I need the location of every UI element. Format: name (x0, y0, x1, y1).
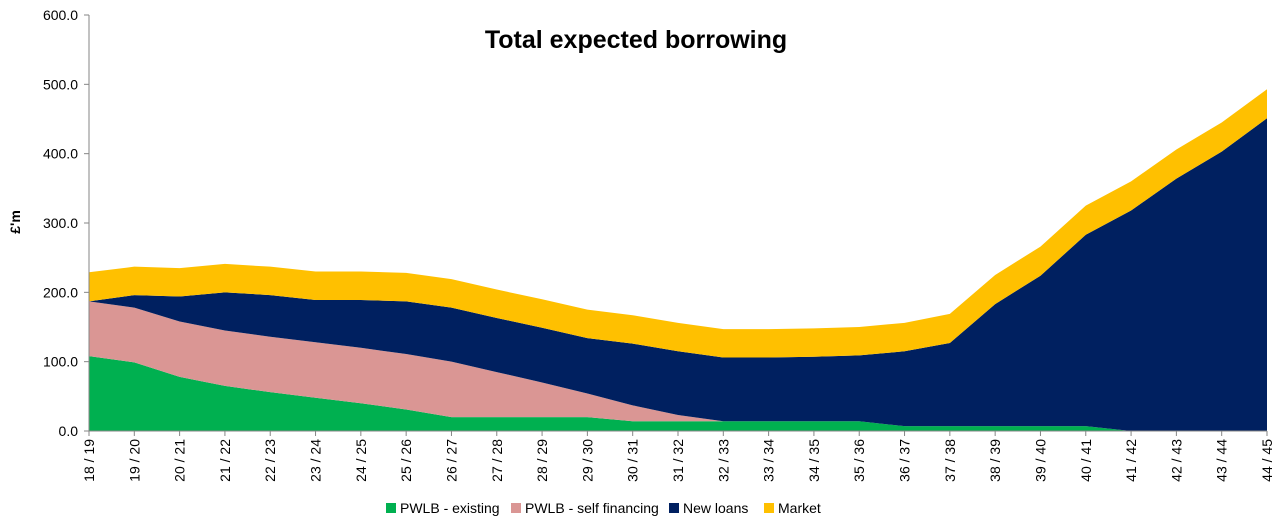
x-tick-label: 40 / 41 (1078, 439, 1094, 482)
x-tick-label: 25 / 26 (398, 439, 414, 482)
legend-swatch-pwlb-existing (386, 503, 396, 513)
x-tick-label: 24 / 25 (353, 439, 369, 482)
y-tick-label: 400.0 (43, 146, 78, 162)
legend-label-pwlb-existing: PWLB - existing (400, 500, 500, 516)
y-axis-label: £'m (7, 210, 23, 234)
x-tick-label: 30 / 31 (625, 439, 641, 482)
x-tick-label: 18 / 19 (81, 439, 97, 482)
x-tick-label: 29 / 30 (579, 439, 595, 482)
area-pwlb-existing (89, 356, 1267, 431)
x-tick-label: 32 / 33 (715, 439, 731, 482)
y-tick-label: 500.0 (43, 76, 78, 92)
y-tick-label: 600.0 (43, 7, 78, 23)
x-tick-label: 42 / 43 (1168, 439, 1184, 482)
legend-label-pwlb-self-financing: PWLB - self financing (525, 500, 659, 516)
area-series-group (89, 89, 1267, 431)
y-tick-label: 0.0 (59, 423, 79, 439)
x-tick-label: 20 / 21 (172, 439, 188, 482)
x-tick-label: 38 / 39 (987, 439, 1003, 482)
y-tick-label: 100.0 (43, 354, 78, 370)
area-market (89, 89, 1267, 358)
y-tick-label: 200.0 (43, 284, 78, 300)
x-tick-label: 21 / 22 (217, 439, 233, 482)
y-tick-labels: 0.0 100.0 200.0 300.0 400.0 500.0 600.0 (43, 7, 89, 439)
x-tick-label: 28 / 29 (534, 439, 550, 482)
x-tick-label: 39 / 40 (1032, 439, 1048, 482)
legend-label-market: Market (778, 500, 821, 516)
x-tick-label: 44 / 45 (1259, 439, 1275, 482)
x-tick-label: 26 / 27 (443, 439, 459, 482)
x-tick-label: 31 / 32 (670, 439, 686, 482)
x-tick-label: 35 / 36 (851, 439, 867, 482)
area-pwlb-self-financing (89, 301, 1267, 431)
legend: PWLB - existing PWLB - self financing New … (386, 500, 821, 516)
x-tick-label: 41 / 42 (1123, 439, 1139, 482)
x-tick-label: 22 / 23 (262, 439, 278, 482)
x-tick-label: 36 / 37 (897, 439, 913, 482)
legend-label-new-loans: New loans (683, 500, 748, 516)
x-tick-label: 23 / 24 (308, 439, 324, 482)
x-tick-label: 43 / 44 (1214, 439, 1230, 482)
x-tick-label: 37 / 38 (942, 439, 958, 482)
legend-swatch-new-loans (669, 503, 679, 513)
y-tick-label: 300.0 (43, 215, 78, 231)
legend-swatch-market (764, 503, 774, 513)
chart-title: Total expected borrowing (485, 26, 787, 54)
x-tick-labels: 18 / 19 19 / 20 20 / 21 21 / 22 22 / 23 23 / … (81, 431, 1275, 482)
x-tick-label: 34 / 35 (806, 439, 822, 482)
legend-swatch-pwlb-self-financing (511, 503, 521, 513)
x-tick-label: 19 / 20 (126, 439, 142, 482)
x-tick-label: 27 / 28 (489, 439, 505, 482)
x-tick-label: 33 / 34 (761, 439, 777, 482)
area-new-loans (89, 118, 1267, 431)
